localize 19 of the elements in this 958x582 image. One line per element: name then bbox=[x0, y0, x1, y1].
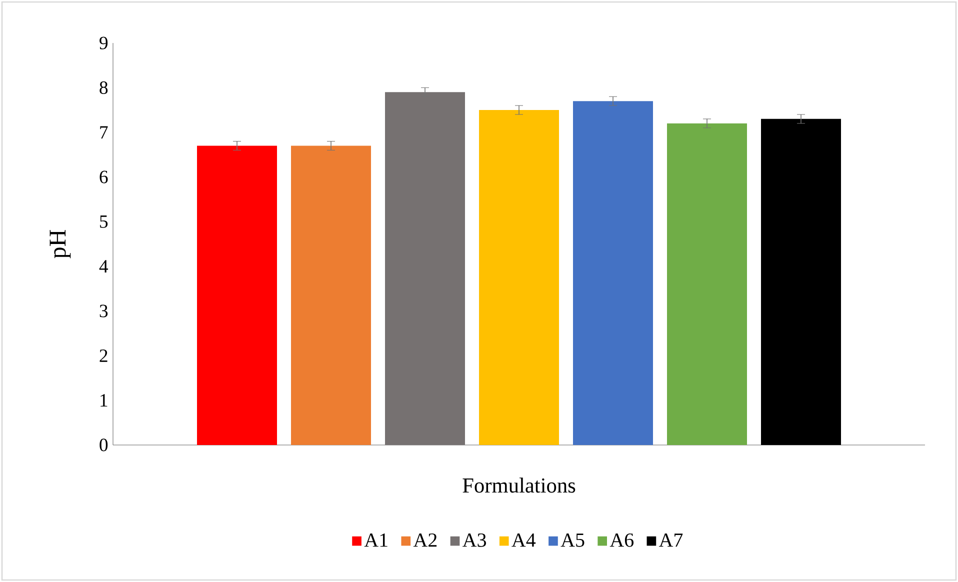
x-axis-title: Formulations bbox=[462, 478, 576, 493]
legend-label: A4 bbox=[512, 533, 536, 547]
y-tick-label: 8 bbox=[100, 81, 108, 94]
y-tick-label: 2 bbox=[100, 349, 108, 362]
y-tick-label: 1 bbox=[100, 394, 108, 406]
legend-label: A7 bbox=[658, 533, 683, 547]
legend-label: A5 bbox=[560, 533, 584, 547]
y-tick-label: 3 bbox=[100, 304, 108, 318]
y-axis-title: pH bbox=[50, 230, 71, 258]
legend-label: A6 bbox=[610, 533, 634, 547]
y-tick-label: 7 bbox=[100, 126, 108, 138]
legend-label: A1 bbox=[364, 533, 388, 547]
legend-label: A3 bbox=[462, 533, 486, 547]
y-tick-label: 4 bbox=[99, 260, 108, 272]
y-tick-label: 5 bbox=[100, 215, 108, 228]
y-tick-label: 0 bbox=[100, 438, 108, 452]
legend-label: A2 bbox=[413, 533, 437, 547]
y-tick-label: 9 bbox=[100, 36, 108, 50]
y-tick-label: 6 bbox=[100, 170, 108, 184]
